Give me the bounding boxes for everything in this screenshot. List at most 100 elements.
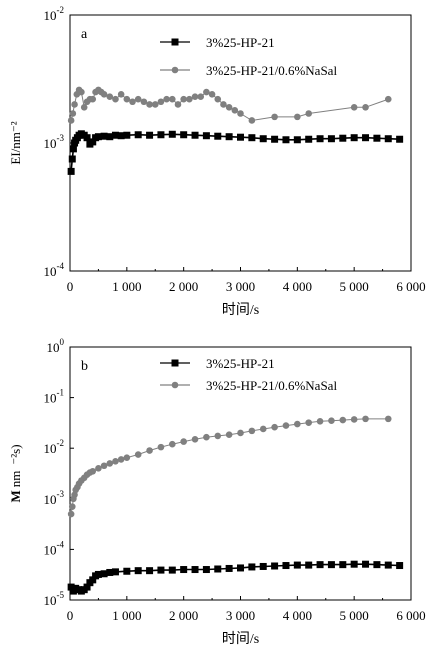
data-point	[362, 134, 370, 142]
data-point	[106, 568, 114, 576]
data-point	[134, 567, 142, 575]
data-point	[180, 438, 187, 445]
x-tick-label: 5 000	[340, 608, 369, 623]
data-point	[384, 561, 392, 569]
legend-marker	[171, 38, 179, 46]
data-point	[373, 561, 381, 569]
data-point	[106, 460, 114, 467]
data-point	[168, 130, 176, 138]
data-point	[214, 565, 222, 573]
x-tick-label: 3 000	[226, 608, 255, 623]
data-point	[350, 104, 358, 111]
data-point	[259, 562, 267, 570]
data-point	[117, 132, 125, 140]
data-point	[140, 98, 148, 106]
data-point	[174, 101, 182, 108]
data-point	[134, 451, 142, 458]
data-point	[123, 131, 131, 139]
data-point	[225, 564, 233, 572]
series-1	[67, 86, 392, 124]
data-point	[237, 429, 244, 437]
y-axis-label: Mnm⁻²s)	[8, 444, 23, 502]
data-point	[197, 93, 205, 100]
x-tick-label: 5 000	[340, 279, 369, 294]
x-axis-label: 时间/s	[222, 631, 259, 647]
data-point	[169, 95, 176, 103]
data-point	[95, 465, 102, 472]
data-point	[169, 440, 176, 448]
data-point	[191, 566, 199, 574]
data-point	[362, 415, 369, 423]
data-point	[146, 101, 153, 108]
data-point	[89, 576, 97, 584]
y-tick-label: 100	[47, 337, 65, 355]
data-point	[396, 562, 404, 570]
data-point	[191, 93, 199, 100]
x-tick-label: 1 000	[112, 279, 141, 294]
chart-panel-a: 0 1 000 2 000 3 000 4 000 5 000 6 000 10-4 10-3 1…	[8, 5, 426, 318]
data-point	[316, 561, 324, 569]
data-point	[146, 447, 153, 454]
data-point	[282, 422, 290, 429]
legend-label: 3%25-HP-21	[206, 35, 275, 50]
data-point	[100, 462, 108, 470]
data-point	[214, 95, 222, 103]
data-point	[294, 113, 301, 121]
data-point	[146, 567, 154, 575]
data-point	[180, 566, 188, 574]
data-point	[112, 95, 119, 103]
data-point	[163, 95, 170, 103]
data-point	[271, 135, 279, 143]
data-point	[208, 91, 216, 98]
legend-marker	[171, 381, 179, 389]
data-point	[282, 562, 290, 570]
data-point	[83, 134, 91, 142]
data-point	[157, 131, 165, 139]
x-tick-label: 6 000	[396, 608, 425, 623]
data-point	[67, 583, 75, 591]
data-point	[89, 467, 97, 475]
data-point	[294, 420, 301, 428]
y-tick-label: 10-1	[44, 388, 65, 406]
legend-label: 3%25-HP-21/0.6%NaSal	[206, 63, 337, 78]
data-point	[220, 101, 227, 108]
data-point	[157, 566, 165, 574]
data-point	[271, 423, 278, 431]
data-point	[151, 101, 159, 108]
data-point	[282, 136, 290, 144]
data-point	[69, 145, 77, 153]
data-point	[259, 425, 267, 433]
data-point	[248, 117, 256, 124]
data-point	[129, 98, 136, 106]
data-point	[203, 88, 210, 96]
data-point	[67, 167, 75, 175]
data-point	[71, 101, 78, 108]
data-point	[134, 95, 142, 103]
data-point	[316, 135, 324, 143]
x-tick-label: 4 000	[283, 279, 312, 294]
y-tick-label: 10-2	[44, 438, 65, 456]
data-point	[100, 91, 108, 98]
data-point	[111, 568, 119, 576]
data-point	[339, 561, 347, 569]
data-point	[305, 135, 313, 143]
legend-label: 3%25-HP-21	[206, 356, 275, 371]
data-point	[168, 566, 176, 574]
data-point	[225, 133, 233, 141]
data-point	[94, 133, 102, 141]
data-point	[117, 456, 125, 463]
y-tick-label: 10-3	[44, 489, 65, 507]
data-point	[384, 95, 392, 103]
legend-marker	[171, 66, 179, 74]
legend-entry-0: 3%25-HP-21	[160, 356, 275, 371]
data-point	[305, 419, 313, 426]
data-point	[117, 91, 125, 98]
series-1	[67, 415, 392, 518]
legend-entry-1: 3%25-HP-21/0.6%NaSal	[160, 63, 337, 78]
data-point	[214, 432, 222, 440]
data-point	[259, 135, 267, 143]
data-point	[67, 510, 75, 518]
x-tick-label: 0	[67, 608, 74, 623]
data-point	[202, 566, 210, 574]
